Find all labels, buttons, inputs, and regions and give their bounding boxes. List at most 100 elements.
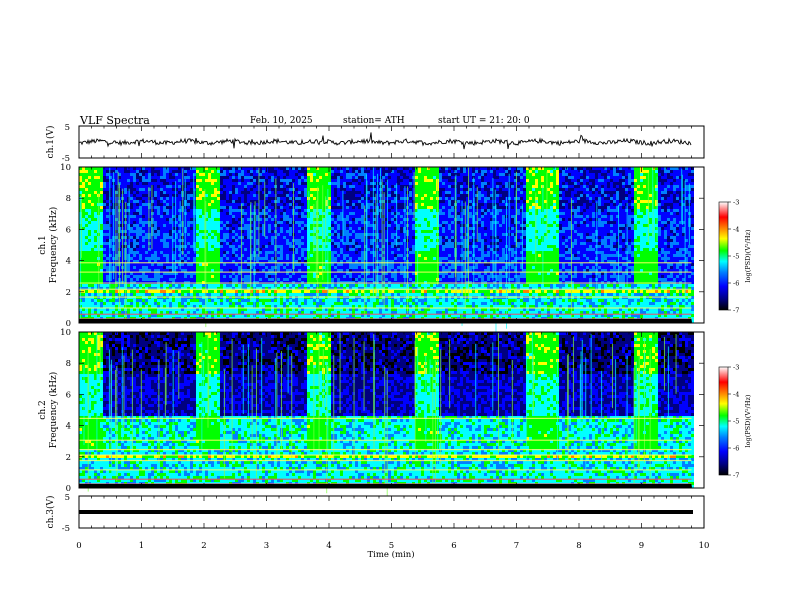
spectrogram-cell [262, 227, 265, 230]
spectrogram-cell [256, 311, 259, 314]
spectrogram-cell [229, 257, 232, 260]
spectrogram-cell [91, 299, 94, 302]
spectrogram-cell [139, 263, 142, 266]
spectrogram-cell [214, 272, 217, 275]
spectrogram-cell [274, 293, 277, 296]
spectrogram-cell [181, 278, 184, 281]
spectrogram-cell [265, 230, 268, 233]
spectrogram-cell [142, 278, 145, 281]
spectrogram-cell [193, 182, 196, 185]
spectrogram-cell [223, 284, 226, 287]
spectrogram-cell [97, 314, 100, 317]
spectrogram-cell [226, 224, 229, 227]
spectrogram-cell [196, 185, 199, 188]
spectrogram-cell [88, 206, 91, 209]
spectrogram-cell [226, 266, 229, 269]
spectrogram-cell [199, 170, 202, 173]
spectrogram-cell [283, 272, 286, 275]
spectrogram-cell [166, 305, 169, 308]
spectrogram-cell [175, 305, 178, 308]
spectrogram-cell [358, 170, 361, 173]
spectrogram-cell [325, 272, 328, 275]
spectrogram-cell [349, 221, 352, 224]
spectrogram-cell [85, 293, 88, 296]
spectrogram-cell [325, 284, 328, 287]
spectrogram-cell [286, 173, 289, 176]
spectrogram-cell [208, 203, 211, 206]
spectrogram-cell [235, 269, 238, 272]
spectrogram-cell [274, 299, 277, 302]
spectrogram-cell [250, 218, 253, 221]
spectrogram-cell [151, 266, 154, 269]
spectrogram-cell [187, 272, 190, 275]
spectrogram-cell [244, 185, 247, 188]
spectrogram-cell [142, 200, 145, 203]
spectrogram-cell [154, 209, 157, 212]
spectrogram-cell [229, 209, 232, 212]
spectrogram-cell [283, 227, 286, 230]
spectrogram-cell [343, 182, 346, 185]
spectrogram-cell [214, 308, 217, 311]
spectrogram-cell [193, 269, 196, 272]
spectrogram-cell [205, 278, 208, 281]
spectrogram-cell [91, 248, 94, 251]
spectrogram-cell [310, 182, 313, 185]
spectrogram-cell [337, 284, 340, 287]
spectrogram-cell [163, 275, 166, 278]
spectrogram-cell [85, 167, 88, 170]
spectrogram-cell [355, 302, 358, 305]
spectrogram-cell [133, 179, 136, 182]
spectrogram-cell [226, 311, 229, 314]
spectrogram-cell [154, 254, 157, 257]
spectrogram-cell [319, 293, 322, 296]
spectrogram-cell [100, 176, 103, 179]
spectrogram-cell [85, 284, 88, 287]
spectrogram-cell [310, 272, 313, 275]
spectrogram-cell [310, 167, 313, 170]
spectrogram-cell [253, 167, 256, 170]
spectrogram-cell [148, 266, 151, 269]
spectrogram-cell [268, 218, 271, 221]
spectrogram-cell [211, 197, 214, 200]
spectrogram-cell [259, 224, 262, 227]
spectrogram-cell [358, 173, 361, 176]
spectrogram-cell [160, 257, 163, 260]
spectrogram-cell [247, 236, 250, 239]
spectrogram-cell [151, 284, 154, 287]
spectrogram-cell [322, 308, 325, 311]
spectrogram-cell [214, 299, 217, 302]
spectrogram-cell [280, 287, 283, 290]
spectrogram-cell [241, 170, 244, 173]
spectrogram-cell [310, 209, 313, 212]
spectrogram-cell [115, 314, 118, 317]
spectrogram-cell [187, 200, 190, 203]
spectrogram-cell [271, 215, 274, 218]
spectrogram-cell [268, 260, 271, 263]
spectrogram-cell [298, 302, 301, 305]
spectrogram-cell [235, 191, 238, 194]
spectrogram-cell [304, 209, 307, 212]
spectrogram-cell [265, 221, 268, 224]
spectrogram-cell [166, 245, 169, 248]
spectrogram-cell [115, 284, 118, 287]
spectrogram-cell [199, 218, 202, 221]
spectrogram-cell [355, 218, 358, 221]
spectrogram-cell [154, 197, 157, 200]
spectrogram-cell [115, 227, 118, 230]
spectrogram-cell [133, 266, 136, 269]
spectrogram-cell [280, 305, 283, 308]
spectrogram-cell [139, 194, 142, 197]
spectrogram-cell [157, 227, 160, 230]
spectrogram-cell [304, 302, 307, 305]
spectrogram-cell [217, 173, 220, 176]
spectrogram-cell [136, 251, 139, 254]
spectrogram-cell [298, 245, 301, 248]
spectrogram-cell [202, 185, 205, 188]
spectrogram-cell [127, 188, 130, 191]
spectrogram-cell [142, 173, 145, 176]
spectrogram-cell [94, 170, 97, 173]
spectrogram-cell [178, 224, 181, 227]
spectrogram-cell [301, 299, 304, 302]
spectrogram-cell [163, 263, 166, 266]
spectrogram-cell [352, 170, 355, 173]
